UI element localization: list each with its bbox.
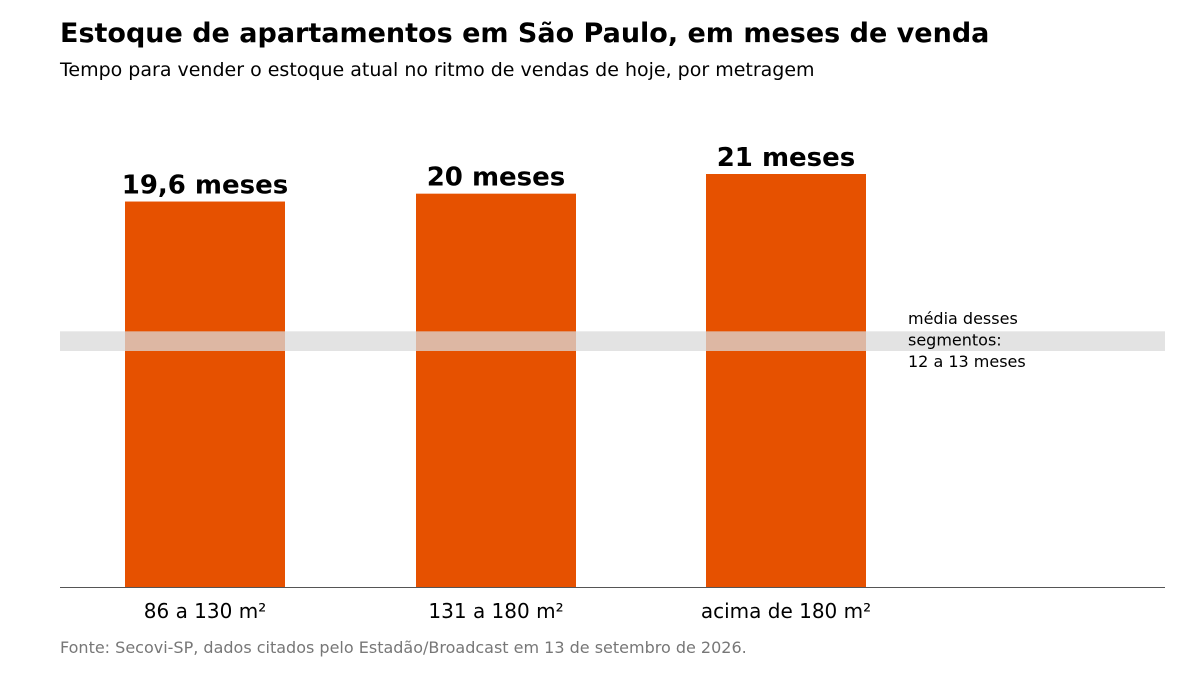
x-tick-label: acima de 180 m²: [701, 599, 871, 623]
bar: [125, 201, 285, 588]
bar-value-label: 19,6 meses: [122, 171, 289, 201]
bar-value-label: 20 meses: [427, 163, 566, 193]
chart-title: Estoque de apartamentos em São Paulo, em…: [60, 18, 990, 49]
average-band-label: média desses segmentos: 12 a 13 meses: [908, 309, 1026, 371]
bar: [416, 193, 576, 587]
source-note: Fonte: Secovi-SP, dados citados pelo Est…: [60, 638, 747, 657]
bar-value-label: 21 meses: [717, 143, 856, 173]
x-tick-label: 86 a 130 m²: [144, 599, 266, 623]
average-band: [60, 331, 1165, 351]
chart-subtitle: Tempo para vender o estoque atual no rit…: [60, 59, 815, 81]
bar: [706, 174, 866, 587]
x-tick-label: 131 a 180 m²: [428, 599, 563, 623]
